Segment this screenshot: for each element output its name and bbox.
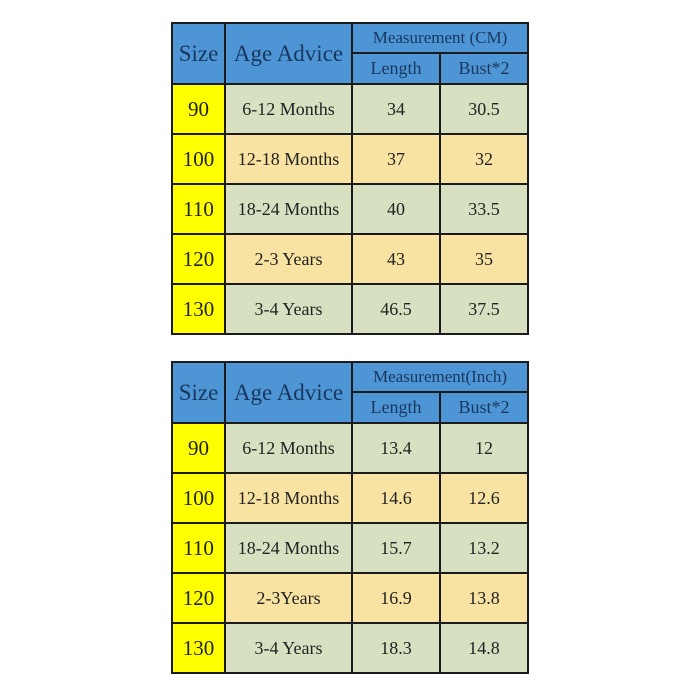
length-cell: 16.9: [351, 572, 441, 624]
age-advice-cell: 6-12 Months: [224, 83, 353, 135]
header-row-sub: Length Bust*2: [172, 391, 529, 424]
size-cell: 110: [171, 183, 226, 235]
table-row: 90 6-12 Months 13.4 12: [171, 422, 529, 474]
table-row: 100 12-18 Months 37 32: [171, 133, 529, 185]
age-advice-cell: 3-4 Years: [224, 283, 353, 335]
table-row: 90 6-12 Months 34 30.5: [171, 83, 529, 135]
age-advice-cell: 12-18 Months: [224, 133, 353, 185]
column-header-size: Size: [171, 361, 226, 424]
size-cell: 120: [171, 572, 226, 624]
header-row-top: Size Age Advice Measurement (CM): [171, 22, 529, 85]
length-cell: 43: [351, 233, 441, 285]
bust-cell: 32: [439, 133, 529, 185]
table-row: 120 2-3 Years 43 35: [171, 233, 529, 285]
table-row: 130 3-4 Years 18.3 14.8: [171, 622, 529, 674]
length-cell: 37: [351, 133, 441, 185]
length-cell: 40: [351, 183, 441, 235]
age-advice-cell: 18-24 Months: [224, 522, 353, 574]
age-advice-cell: 12-18 Months: [224, 472, 353, 524]
size-cell: 130: [171, 283, 226, 335]
age-advice-cell: 6-12 Months: [224, 422, 353, 474]
age-advice-cell: 2-3 Years: [224, 233, 353, 285]
size-cell: 100: [171, 133, 226, 185]
bust-cell: 33.5: [439, 183, 529, 235]
age-advice-cell: 3-4 Years: [224, 622, 353, 674]
measurement-group-header-cm: Measurement (CM): [351, 22, 529, 54]
bust-cell: 12: [439, 422, 529, 474]
bust-cell: 13.2: [439, 522, 529, 574]
size-cell: 130: [171, 622, 226, 674]
bust-cell: 30.5: [439, 83, 529, 135]
header-row-top: Size Age Advice Measurement(Inch): [171, 361, 529, 424]
header-row-sub: Length Bust*2: [172, 52, 529, 85]
column-header-length: Length: [351, 52, 441, 85]
column-header-bust: Bust*2: [439, 391, 529, 424]
length-cell: 46.5: [351, 283, 441, 335]
size-cell: 90: [171, 422, 226, 474]
size-cell: 110: [171, 522, 226, 574]
bust-cell: 12.6: [439, 472, 529, 524]
column-header-bust: Bust*2: [439, 52, 529, 85]
table-row: 110 18-24 Months 15.7 13.2: [171, 522, 529, 574]
age-advice-cell: 18-24 Months: [224, 183, 353, 235]
length-cell: 13.4: [351, 422, 441, 474]
size-chart-cm-table: Size Age Advice Measurement (CM) Length …: [171, 22, 529, 335]
column-header-age-advice: Age Advice: [224, 361, 353, 424]
size-chart-inch-table: Size Age Advice Measurement(Inch) Length…: [171, 361, 529, 674]
length-cell: 34: [351, 83, 441, 135]
length-cell: 18.3: [351, 622, 441, 674]
size-cell: 90: [171, 83, 226, 135]
column-header-length: Length: [351, 391, 441, 424]
bust-cell: 13.8: [439, 572, 529, 624]
bust-cell: 37.5: [439, 283, 529, 335]
measurement-group-header-inch: Measurement(Inch): [351, 361, 529, 393]
length-cell: 15.7: [351, 522, 441, 574]
table-row: 110 18-24 Months 40 33.5: [171, 183, 529, 235]
table-row: 100 12-18 Months 14.6 12.6: [171, 472, 529, 524]
table-row: 130 3-4 Years 46.5 37.5: [171, 283, 529, 335]
age-advice-cell: 2-3Years: [224, 572, 353, 624]
size-cell: 100: [171, 472, 226, 524]
length-cell: 14.6: [351, 472, 441, 524]
bust-cell: 35: [439, 233, 529, 285]
column-header-age-advice: Age Advice: [224, 22, 353, 85]
bust-cell: 14.8: [439, 622, 529, 674]
column-header-size: Size: [171, 22, 226, 85]
table-row: 120 2-3Years 16.9 13.8: [171, 572, 529, 624]
size-cell: 120: [171, 233, 226, 285]
